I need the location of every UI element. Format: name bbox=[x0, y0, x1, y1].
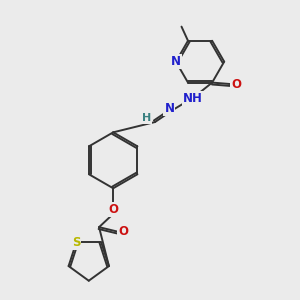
Text: N: N bbox=[164, 102, 174, 115]
Text: H: H bbox=[142, 113, 152, 124]
Text: O: O bbox=[231, 77, 241, 91]
Text: S: S bbox=[72, 236, 80, 249]
Text: N: N bbox=[171, 55, 181, 68]
Text: O: O bbox=[109, 203, 119, 216]
Text: O: O bbox=[118, 225, 128, 238]
Text: NH: NH bbox=[183, 92, 203, 105]
